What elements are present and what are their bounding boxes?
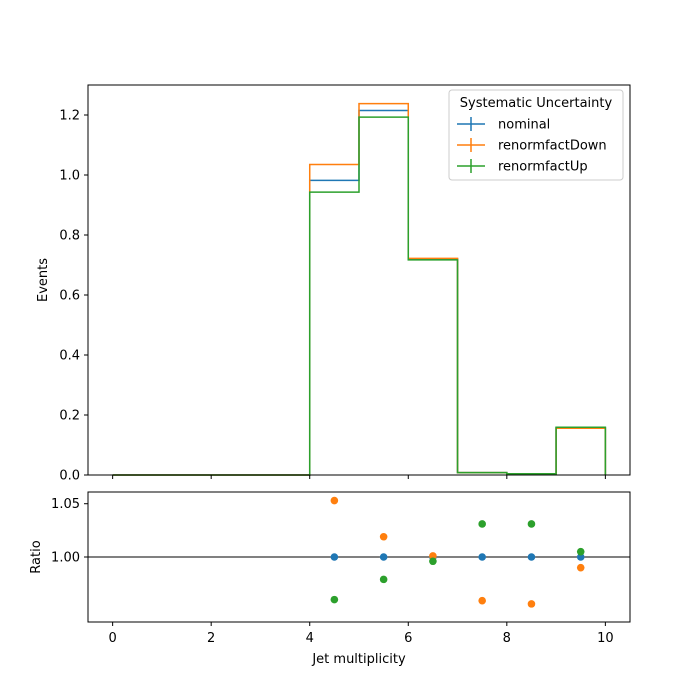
ratio-point-renormfactUp — [379, 575, 388, 584]
main-axes-frame — [87, 84, 631, 476]
ratio-x-tick-label: 6 — [404, 631, 412, 646]
ratio-x-tick-label: 10 — [597, 631, 614, 646]
ratio-point-nominal — [379, 553, 388, 561]
ratio-y-tick-label: 1.05 — [51, 497, 80, 512]
legend-box — [448, 89, 624, 181]
ratio-point-renormfactDown — [379, 532, 388, 541]
ratio-point-nominal — [527, 553, 536, 561]
ratio-point-renormfactUp — [576, 547, 585, 556]
ratio-y-axis-label: Ratio — [29, 540, 44, 573]
legend-title: Systematic Uncertainty — [460, 96, 613, 111]
ratio-x-tick-label: 4 — [306, 631, 314, 646]
ratio-point-renormfactUp — [330, 595, 339, 604]
x-axis-label: Jet multiplicity — [311, 652, 406, 667]
ratio-x-tick-label: 2 — [207, 631, 215, 646]
ratio-x-tick-label: 8 — [503, 631, 511, 646]
main-y-tick-label: 1.0 — [59, 169, 80, 184]
ratio-panel: 1.00 1.05 0 2 4 6 8 10 Jet multiplicity Ratio — [29, 491, 631, 667]
main-y-tick-label: 0.8 — [59, 229, 80, 244]
main-panel: 0.0 0.2 0.4 0.6 0.8 1.0 1.2 Events — [36, 84, 631, 484]
main-y-tick-label: 0.6 — [59, 289, 80, 304]
legend-label-renormfactDown: renormfactDown — [498, 139, 607, 154]
legend: Systematic Uncertainty nominal renormfact… — [448, 89, 624, 181]
ratio-point-nominal — [478, 553, 486, 561]
main-y-tick-label: 1.2 — [59, 109, 80, 124]
ratio-x-tick-label: 0 — [108, 631, 116, 646]
main-y-tick-label: 0.0 — [59, 469, 80, 484]
ratio-point-renormfactDown — [576, 563, 585, 572]
ratio-point-renormfactUp — [478, 520, 486, 528]
ratio-point-renormfactDown — [429, 552, 437, 560]
ratio-point-renormfactDown — [330, 496, 339, 505]
legend-label-renormfactUp: renormfactUp — [498, 160, 588, 175]
main-y-tick-label: 0.4 — [59, 349, 80, 364]
legend-label-nominal: nominal — [498, 118, 550, 133]
ratio-y-tick-label: 1.00 — [51, 551, 80, 566]
main-y-tick-label: 0.2 — [59, 409, 80, 424]
ratio-point-renormfactUp — [429, 557, 437, 566]
main-y-axis-label: Events — [36, 258, 51, 302]
ratio-point-renormfactDown — [527, 600, 536, 608]
ratio-point-nominal — [576, 553, 585, 561]
ratio-point-renormfactDown — [478, 596, 486, 605]
ratio-point-renormfactUp — [527, 520, 536, 528]
ratio-point-nominal — [330, 553, 339, 561]
